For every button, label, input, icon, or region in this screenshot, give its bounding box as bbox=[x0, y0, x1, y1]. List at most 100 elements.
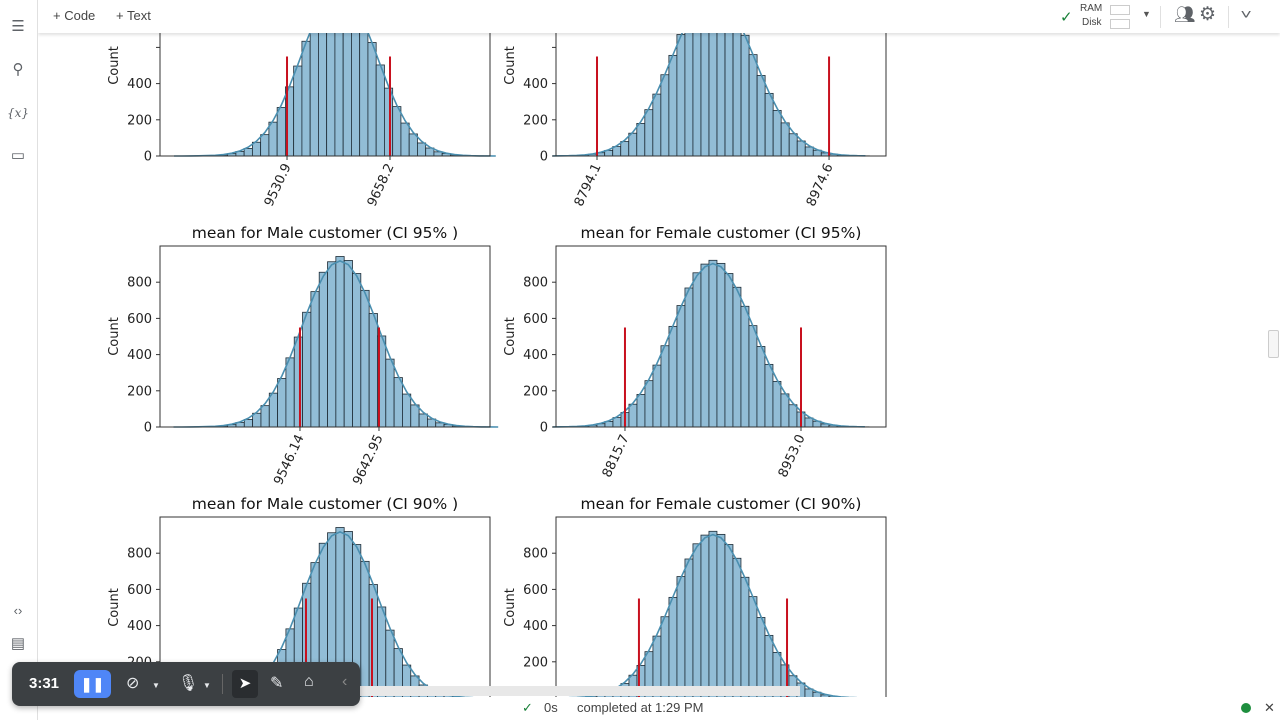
runtime-status[interactable]: ✓ RAM Disk ▼ bbox=[1058, 2, 1158, 30]
histogram-bar bbox=[343, 260, 353, 428]
y-tick-label: 400 bbox=[523, 77, 548, 92]
share-users-icon[interactable]: 👥︎ bbox=[1174, 5, 1196, 24]
histogram-bar bbox=[277, 378, 287, 428]
histogram-bar bbox=[636, 123, 646, 157]
histogram-bar bbox=[788, 404, 798, 428]
y-tick-label: 600 bbox=[523, 583, 548, 598]
y-axis-label: Count bbox=[107, 317, 122, 356]
mic-off-icon[interactable]: 🎙︎ bbox=[178, 675, 199, 692]
runtime-dropdown-icon[interactable]: ▼ bbox=[1142, 9, 1151, 19]
connected-check-icon: ✓ bbox=[1060, 9, 1073, 26]
kde-curve bbox=[174, 0, 496, 157]
histogram-bar bbox=[772, 380, 782, 428]
x-tick-label: 8953.0 bbox=[776, 432, 809, 480]
x-tick-label: 8794.1 bbox=[572, 161, 605, 209]
x-tick-label: 9658.2 bbox=[365, 161, 398, 209]
histogram-bar bbox=[732, 286, 742, 428]
y-tick-label: 200 bbox=[523, 655, 548, 670]
pen-tool-icon[interactable]: ✎ bbox=[270, 675, 284, 692]
y-axis-label: Count bbox=[107, 46, 122, 85]
y-tick-label: 600 bbox=[127, 312, 152, 327]
histogram-panel: 0 200 400 Count 8794.1 8974.6 bbox=[503, 0, 887, 209]
histogram-bar bbox=[740, 34, 750, 157]
gear-icon[interactable]: ⚙ bbox=[1199, 4, 1217, 25]
histogram-bar bbox=[732, 557, 742, 699]
chevron-down-icon[interactable]: ˅ bbox=[1240, 6, 1252, 22]
y-tick-label: 0 bbox=[540, 150, 548, 165]
histogram-bar bbox=[293, 65, 303, 157]
histogram-bar bbox=[628, 132, 638, 157]
histogram-bar bbox=[360, 560, 370, 699]
histogram-bar bbox=[302, 311, 312, 428]
horizontal-scrollbar[interactable] bbox=[360, 686, 800, 696]
histogram-bar bbox=[676, 576, 686, 699]
histogram-bar bbox=[756, 346, 766, 428]
histogram-bar bbox=[418, 413, 428, 428]
histogram-bar bbox=[716, 262, 726, 428]
ram-meter bbox=[1110, 5, 1130, 15]
divider bbox=[1160, 6, 1161, 28]
command-palette-icon[interactable]: ▤ bbox=[10, 635, 26, 652]
y-tick-label: 0 bbox=[144, 150, 152, 165]
mic-dropdown-icon[interactable]: ▼ bbox=[203, 681, 211, 690]
histogram-bar bbox=[400, 122, 410, 157]
histogram-bar bbox=[780, 122, 790, 157]
histogram-bar bbox=[668, 596, 678, 699]
histogram-bar bbox=[660, 74, 670, 157]
histogram-bar bbox=[384, 87, 394, 157]
histogram-bar bbox=[692, 543, 702, 699]
x-tick-label: 9530.9 bbox=[262, 161, 295, 209]
files-icon[interactable]: ▭ bbox=[10, 147, 26, 164]
eraser-broom-icon[interactable]: ⌂ bbox=[304, 673, 314, 690]
search-icon[interactable]: ⚲ bbox=[12, 61, 24, 78]
axes-frame bbox=[159, 0, 491, 157]
close-icon[interactable]: ✕ bbox=[1264, 700, 1275, 715]
kde-curve bbox=[552, 262, 865, 428]
histogram-bar bbox=[375, 64, 385, 157]
add-code-button[interactable]: + Code bbox=[53, 8, 96, 23]
histogram-bar bbox=[756, 75, 766, 157]
variables-icon[interactable]: {x} bbox=[6, 106, 30, 120]
table-of-contents-icon[interactable]: ☰ bbox=[11, 18, 25, 35]
histogram-bar bbox=[676, 305, 686, 428]
histogram-panel: 0 200 400 600 800 Count 9546.14 9642.95 mean for… bbox=[107, 224, 499, 487]
histogram-bar bbox=[359, 18, 369, 157]
histogram-bar bbox=[804, 146, 814, 157]
histogram-bar bbox=[285, 357, 295, 428]
histogram-bar bbox=[268, 392, 278, 428]
histogram-panel: 0 200 400 Count 9530.9 9658.2 bbox=[107, 0, 496, 209]
histogram-bar bbox=[309, 20, 319, 157]
histogram-bar bbox=[252, 412, 262, 428]
histogram-bar bbox=[652, 364, 662, 428]
histogram-bar bbox=[748, 325, 758, 428]
histogram-bar bbox=[410, 404, 420, 428]
camera-dropdown-icon[interactable]: ▼ bbox=[152, 681, 160, 690]
code-snippets-icon[interactable]: ‹› bbox=[13, 603, 23, 618]
histogram-bar bbox=[732, 15, 742, 157]
y-tick-label: 200 bbox=[127, 113, 152, 128]
histogram-bar bbox=[684, 558, 694, 699]
histogram-bar bbox=[335, 256, 345, 428]
disk-label: Disk bbox=[1082, 17, 1102, 28]
connection-status-dot bbox=[1241, 703, 1251, 713]
y-tick-label: 800 bbox=[127, 547, 152, 562]
recording-timer: 3:31 bbox=[29, 675, 60, 692]
histogram-bar bbox=[684, 16, 694, 157]
histogram-bar bbox=[764, 92, 774, 157]
y-tick-label: 800 bbox=[127, 276, 152, 291]
vertical-scrollbar[interactable] bbox=[1268, 330, 1279, 358]
x-tick-label: 8974.6 bbox=[804, 161, 837, 209]
divider bbox=[222, 674, 223, 694]
y-tick-label: 200 bbox=[127, 384, 152, 399]
histogram-bar bbox=[636, 394, 646, 428]
left-sidebar: ☰ ⚲ {x} ▭ ‹› ▤ bbox=[0, 0, 38, 720]
camera-off-icon[interactable]: ⊘ bbox=[126, 675, 140, 692]
histogram-bar bbox=[377, 606, 387, 699]
pause-button[interactable]: ❚❚ bbox=[74, 670, 111, 698]
add-text-button[interactable]: + Text bbox=[116, 8, 151, 23]
histogram-bar bbox=[644, 109, 654, 157]
collapse-chevron-icon[interactable]: ‹ bbox=[342, 673, 348, 690]
y-axis-label: Count bbox=[503, 317, 518, 356]
y-tick-label: 400 bbox=[127, 77, 152, 92]
pointer-tool-button[interactable]: ➤ bbox=[232, 670, 258, 698]
